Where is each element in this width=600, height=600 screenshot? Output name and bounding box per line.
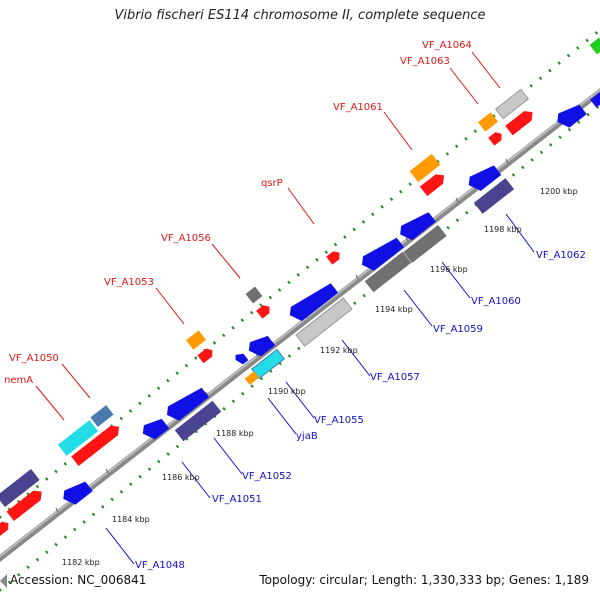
gene-red-1056 — [256, 305, 270, 319]
tick-label: 1182 kbp — [62, 558, 100, 567]
forward-genes[interactable] — [0, 37, 600, 539]
gene-vf-a1063 — [478, 112, 498, 132]
gene-red-edge — [0, 521, 9, 539]
gene-blue-1059 — [361, 237, 405, 271]
tick-label: 1184 kbp — [112, 515, 150, 524]
label-nema: nemA — [4, 375, 33, 386]
tick-label: 1188 kbp — [216, 429, 254, 438]
label-vf-a1056: VF_A1056 — [161, 233, 211, 244]
gene-vf-a1060 — [403, 224, 447, 264]
tick-label: 1196 kbp — [430, 265, 468, 274]
label-vf-a1064: VF_A1064 — [422, 40, 472, 51]
gene-blue-1052 — [166, 387, 210, 421]
gene-vf-a1050 — [90, 405, 114, 427]
gene-blue-small-1055 — [235, 353, 249, 365]
gene-nema — [57, 420, 99, 456]
gene-blue-1060 — [400, 212, 436, 241]
gene-red-nema — [71, 425, 120, 466]
gene-vf-a1061 — [409, 153, 441, 183]
gene-vf-a1057 — [295, 297, 353, 347]
map-title: Vibrio fischeri ES114 chromosome II, com… — [114, 8, 486, 23]
label-vf-a1060: VF_A1060 — [471, 296, 521, 307]
label-yjab: yjaB — [296, 431, 318, 442]
gene-vf-a1062-a — [468, 165, 502, 191]
label-vf-a1051: VF_A1051 — [212, 494, 262, 505]
gene-yjab — [244, 371, 260, 385]
gene-blue-right-edge — [590, 92, 600, 108]
gene-blue-far-right — [557, 104, 587, 128]
reverse-gene-labels[interactable]: VF_A1062 VF_A1060 VF_A1059 VF_A1057 VF_A… — [135, 250, 586, 571]
gene-vf-a1053 — [186, 330, 206, 350]
gene-red-1064 — [505, 111, 533, 136]
gene-qsrp — [326, 251, 340, 265]
label-vf-a1053: VF_A1053 — [104, 277, 154, 288]
tick-label: 1198 kbp — [484, 225, 522, 234]
reverse-genes[interactable] — [0, 92, 600, 508]
label-vf-a1052: VF_A1052 — [242, 471, 292, 482]
forward-gene-labels[interactable]: VF_A1064 VF_A1063 VF_A1061 qsrP VF_A1056… — [4, 40, 472, 386]
gene-vf-a1062 — [473, 178, 515, 214]
scroll-left-arrow-icon[interactable] — [0, 574, 7, 588]
gene-red-1061 — [419, 174, 445, 197]
gene-navy-left — [0, 468, 40, 508]
tick-label: 1194 kbp — [375, 305, 413, 314]
label-vf-a1061: VF_A1061 — [333, 102, 383, 113]
label-connectors — [35, 51, 535, 565]
label-vf-a1055: VF_A1055 — [314, 415, 364, 426]
gene-vf-a1064 — [494, 88, 530, 120]
label-vf-a1050: VF_A1050 — [9, 353, 59, 364]
label-vf-a1048: VF_A1048 — [135, 560, 185, 571]
label-vf-a1062: VF_A1062 — [536, 250, 586, 261]
gene-red-1053 — [197, 348, 213, 364]
gene-green-edge — [589, 37, 600, 55]
genome-backbone — [0, 87, 600, 563]
gene-vf-a1059 — [364, 251, 412, 293]
gene-red-left — [6, 490, 42, 522]
tick-label: 1190 kbp — [268, 387, 306, 396]
gene-vf-a1051 — [142, 418, 170, 440]
tick-labels: 1182 kbp 1184 kbp 1186 kbp 1188 kbp 1190… — [62, 187, 578, 567]
accession-text: Accession: NC_006841 — [10, 573, 147, 587]
gene-vf-a1052 — [174, 400, 222, 442]
gene-blue-1055 — [248, 335, 276, 357]
label-vf-a1059: VF_A1059 — [433, 324, 483, 335]
tick-label: 1186 kbp — [162, 473, 200, 482]
tick-label: 1200 kbp — [540, 187, 578, 196]
gene-red-small-1 — [488, 132, 502, 146]
label-qsrp: qsrP — [261, 178, 283, 189]
gene-blue-1057 — [289, 283, 339, 322]
label-vf-a1063: VF_A1063 — [400, 56, 450, 67]
tick-label: 1192 kbp — [320, 346, 358, 355]
gene-vf-a1056 — [245, 286, 263, 304]
gene-vf-a1048 — [63, 481, 93, 505]
label-vf-a1057: VF_A1057 — [370, 372, 420, 383]
genome-summary-text: Topology: circular; Length: 1,330,333 bp… — [259, 573, 589, 587]
